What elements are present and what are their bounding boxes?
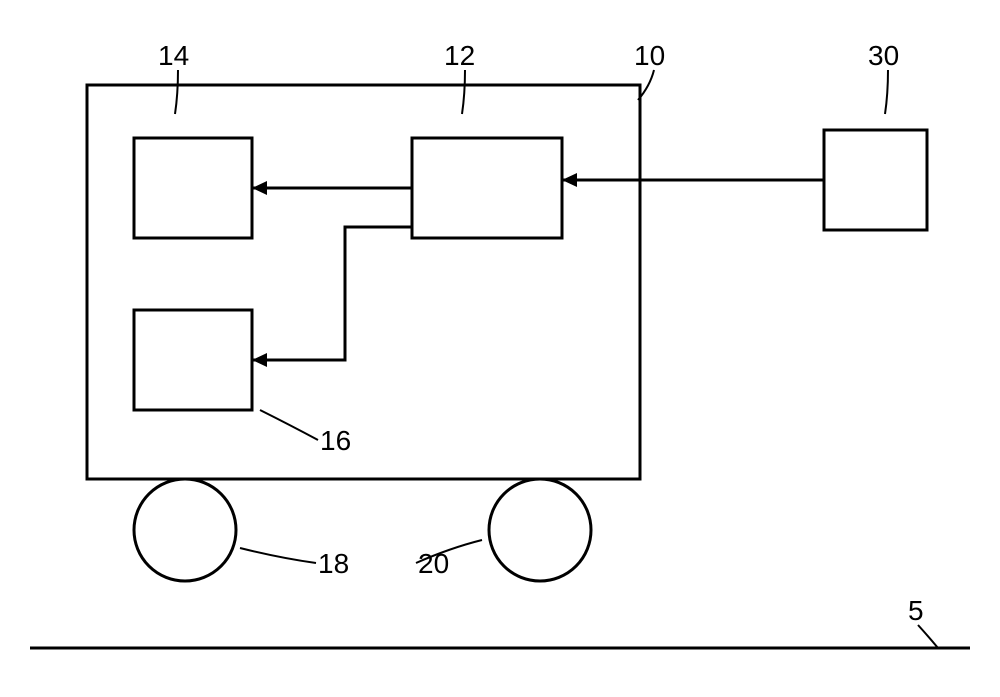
label-5: 5 <box>908 595 924 627</box>
label-10: 10 <box>634 40 665 72</box>
label-16: 16 <box>320 425 351 457</box>
label-18: 18 <box>318 548 349 580</box>
label-12: 12 <box>444 40 475 72</box>
label-30: 30 <box>868 40 899 72</box>
diagram-svg <box>0 0 1000 697</box>
label-20: 20 <box>418 548 449 580</box>
label-14: 14 <box>158 40 189 72</box>
